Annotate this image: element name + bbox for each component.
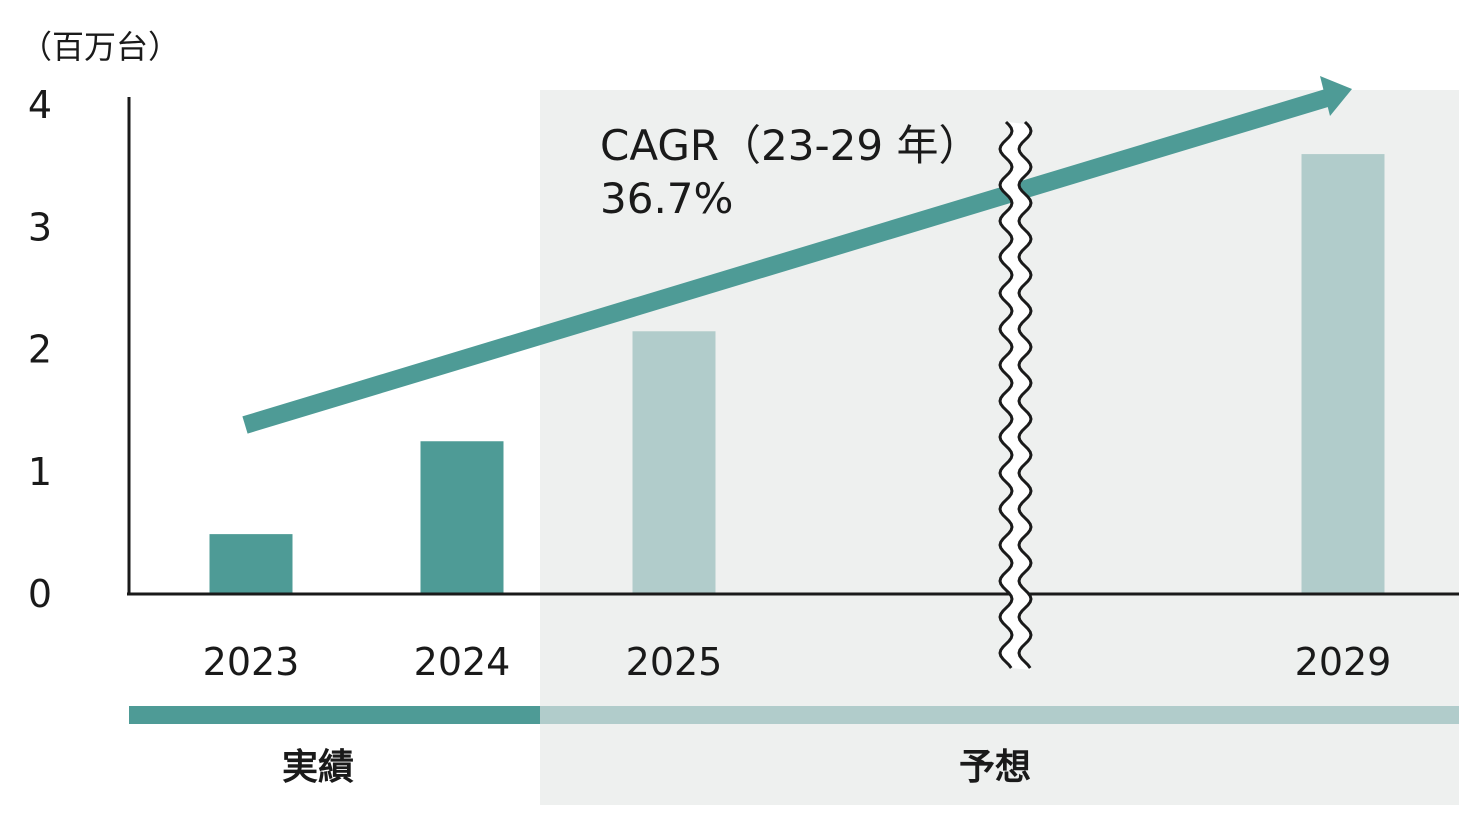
y-tick-label: 2 [28,328,52,372]
x-tick-label: 2024 [414,640,511,684]
y-tick-labels: 0 1 2 3 4 [28,83,52,616]
cagr-arrow-shaft [242,88,1333,434]
y-tick-label: 1 [28,450,52,494]
x-tick-label: 2023 [203,640,300,684]
period-label-forecast: 予想 [959,747,1031,788]
x-tick-label: 2025 [626,640,723,684]
cagr-arrow-head [1320,76,1352,116]
axis-break [998,120,1033,670]
x-tick-label: 2029 [1295,640,1392,684]
bar [420,441,504,594]
axis-break-right-line [1017,120,1033,669]
bars [209,154,1385,594]
cagr-annotation-value: 36.7% [600,174,733,223]
period-label-actual: 実績 [282,747,354,788]
axis-break-left-line [998,120,1014,669]
bar [1301,154,1385,594]
period-band-forecast [540,706,1459,724]
y-tick-label: 3 [28,205,52,249]
bar [632,331,716,594]
y-tick-label: 0 [28,572,52,616]
y-tick-label: 4 [28,83,52,127]
cagr-arrow [242,76,1352,434]
bar [209,534,293,594]
period-band-actual [129,706,540,724]
y-unit-label: （百万台） [20,28,180,66]
cagr-annotation-line1: CAGR（23-29 年） [600,121,980,170]
axis-break-fill [1000,122,1031,670]
x-tick-labels: 2023 2024 2025 2029 [203,640,1392,684]
